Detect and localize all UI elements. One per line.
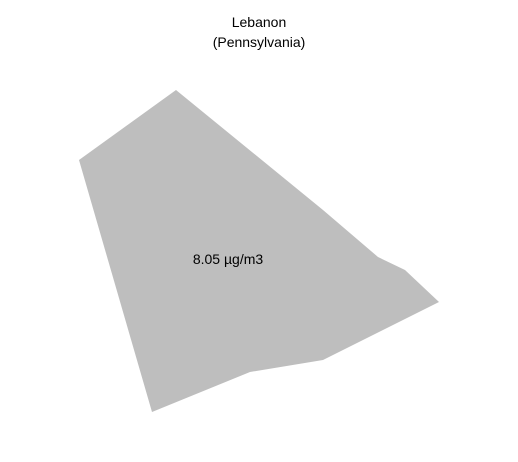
value-label: 8.05 µg/m3 — [193, 251, 264, 267]
state-name: (Pennsylvania) — [212, 34, 306, 50]
region-name: Lebanon — [231, 14, 287, 30]
map-title: Lebanon (Pennsylvania) — [0, 12, 518, 52]
county-shape — [79, 90, 439, 412]
